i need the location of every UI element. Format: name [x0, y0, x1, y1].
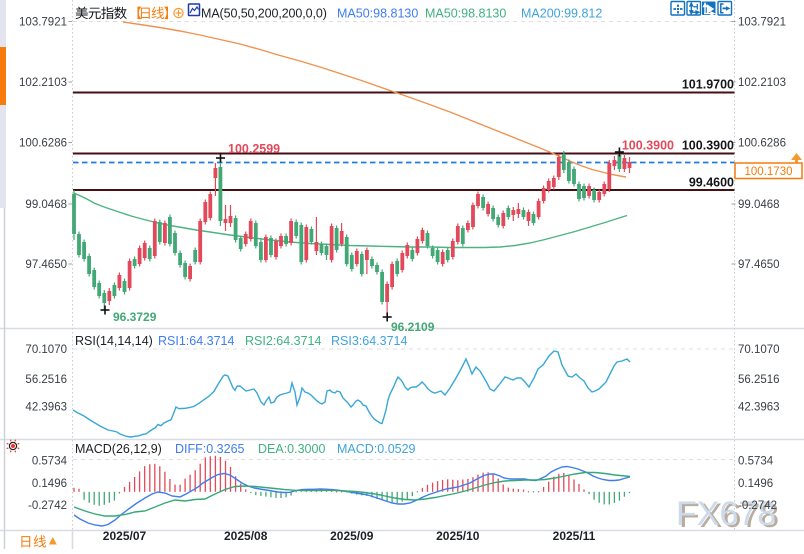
svg-text:96.3729: 96.3729	[113, 310, 157, 324]
svg-text:103.7921: 103.7921	[738, 17, 786, 29]
svg-text:RSI1:64.3714: RSI1:64.3714	[158, 334, 234, 348]
svg-text:MA50:98.8130: MA50:98.8130	[337, 7, 418, 21]
svg-text:96.2109: 96.2109	[391, 320, 435, 334]
svg-text:56.2516: 56.2516	[738, 374, 780, 386]
svg-text:100.6286: 100.6286	[738, 138, 786, 150]
svg-text:0.1496: 0.1496	[32, 478, 67, 490]
svg-text:42.3963: 42.3963	[738, 402, 780, 414]
svg-text:102.2103: 102.2103	[19, 77, 67, 89]
svg-text:FX678: FX678	[679, 497, 779, 535]
svg-text:101.9700: 101.9700	[682, 78, 734, 92]
svg-text:100.3900: 100.3900	[682, 139, 734, 153]
svg-text:2025/09: 2025/09	[330, 529, 374, 543]
svg-text:2025/11: 2025/11	[553, 529, 596, 543]
svg-text:MACD:0.0529: MACD:0.0529	[337, 442, 416, 456]
svg-text:MA200:99.812: MA200:99.812	[521, 7, 602, 21]
svg-text:DIFF:0.3265: DIFF:0.3265	[175, 442, 245, 456]
svg-text:99.4600: 99.4600	[689, 176, 734, 190]
svg-text:70.1070: 70.1070	[25, 344, 67, 356]
svg-text:100.6286: 100.6286	[19, 138, 67, 150]
svg-text:103.7921: 103.7921	[19, 17, 67, 29]
svg-text:MACD(26,12,9): MACD(26,12,9)	[75, 442, 162, 456]
svg-text:100.1730: 100.1730	[745, 166, 793, 178]
svg-text:DEA:0.3000: DEA:0.3000	[258, 442, 325, 456]
svg-text:100.2599: 100.2599	[228, 142, 280, 156]
svg-text:MA50:98.8130: MA50:98.8130	[425, 7, 506, 21]
svg-text:RSI2:64.3714: RSI2:64.3714	[245, 334, 321, 348]
svg-text:2025/10: 2025/10	[436, 529, 480, 543]
svg-text:RSI3:64.3714: RSI3:64.3714	[331, 334, 407, 348]
svg-text:RSI(14,14,14): RSI(14,14,14)	[75, 334, 153, 348]
svg-text:70.1070: 70.1070	[738, 344, 780, 356]
svg-text:42.3963: 42.3963	[25, 402, 67, 414]
svg-text:102.2103: 102.2103	[738, 77, 786, 89]
svg-text:MA(50,50,200,200,0,0): MA(50,50,200,200,0,0)	[201, 7, 327, 21]
svg-text:0.5734: 0.5734	[32, 456, 68, 468]
svg-text:99.0468: 99.0468	[25, 199, 67, 211]
svg-text:0.5734: 0.5734	[738, 456, 774, 468]
svg-text:2025/08: 2025/08	[224, 529, 268, 543]
svg-text:97.4650: 97.4650	[25, 259, 67, 271]
svg-text:-0.2742: -0.2742	[28, 500, 67, 512]
svg-text:FX678: FX678	[676, 495, 776, 533]
svg-text:99.0468: 99.0468	[738, 199, 780, 211]
svg-text:97.4650: 97.4650	[738, 259, 780, 271]
svg-text:0.1496: 0.1496	[738, 478, 773, 490]
svg-text:56.2516: 56.2516	[25, 374, 67, 386]
svg-text:2025/07: 2025/07	[103, 529, 147, 543]
svg-text:100.3900: 100.3900	[622, 139, 674, 153]
svg-text:-0.2742: -0.2742	[738, 500, 777, 512]
